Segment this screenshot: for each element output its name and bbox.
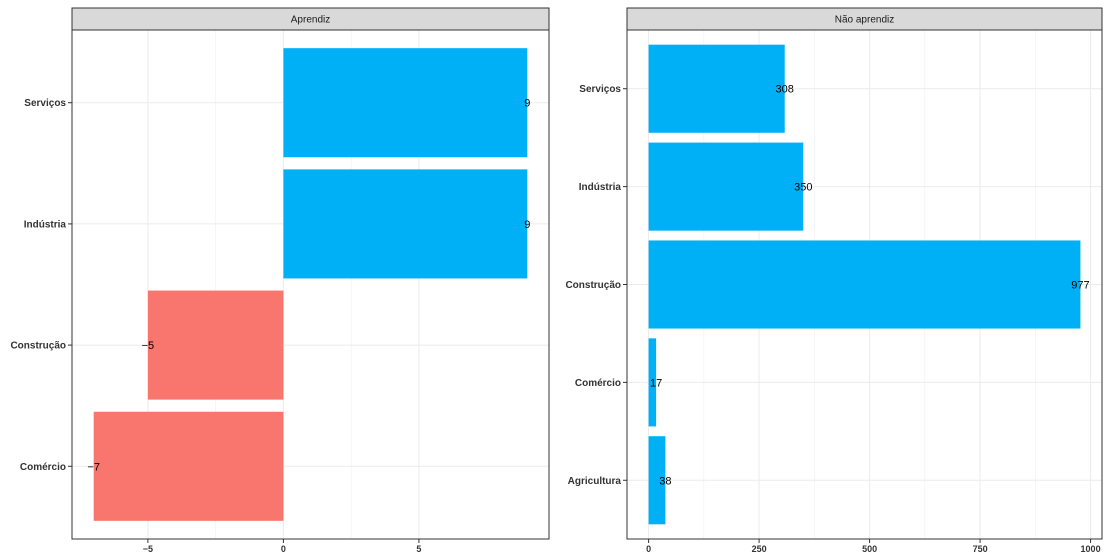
bar-construcao bbox=[648, 240, 1081, 329]
category-label-comercio: Comércio bbox=[20, 462, 66, 473]
category-label-construcao: Construção bbox=[565, 280, 621, 291]
x-tick-label: 250 bbox=[752, 544, 767, 554]
category-label-industria: Indústria bbox=[579, 182, 622, 193]
bar-comercio bbox=[93, 411, 284, 521]
x-tick-label: 0 bbox=[646, 544, 651, 554]
facet-title: Não aprendiz bbox=[835, 15, 894, 26]
data-label-industria: 350 bbox=[794, 182, 812, 194]
bar-construcao bbox=[147, 290, 284, 400]
panel-aprendiz: Aprendiz 9 9 −5 −7 Serviços Indústria Construçã… bbox=[10, 7, 550, 554]
x-tick-label: −5 bbox=[143, 544, 153, 554]
x-tick-label: 0 bbox=[281, 544, 286, 554]
data-label-construcao: 977 bbox=[1071, 280, 1089, 292]
x-tick-label: 500 bbox=[862, 544, 877, 554]
panel-nao-aprendiz: Não aprendiz 308 350 977 17 38 Serviços Indústr… bbox=[565, 7, 1103, 554]
x-tick-label: 5 bbox=[416, 544, 421, 554]
data-label-comercio: −7 bbox=[87, 461, 100, 473]
panel-border bbox=[71, 29, 550, 540]
bar-industria bbox=[648, 142, 804, 231]
facet-title: Aprendiz bbox=[291, 15, 330, 26]
category-label-construcao: Construção bbox=[10, 341, 66, 352]
bar-servicos bbox=[283, 48, 528, 158]
bar-industria bbox=[283, 169, 528, 279]
data-label-servicos: 9 bbox=[524, 98, 530, 110]
data-label-industria: 9 bbox=[524, 219, 530, 231]
bar-agricultura bbox=[648, 436, 666, 525]
bar-servicos bbox=[648, 44, 785, 133]
data-label-comercio: 17 bbox=[650, 377, 662, 389]
category-label-servicos: Serviços bbox=[24, 98, 66, 109]
category-label-comercio: Comércio bbox=[575, 378, 621, 389]
bar-comercio bbox=[648, 338, 657, 427]
x-tick-label: 1000 bbox=[1081, 544, 1101, 554]
data-label-servicos: 308 bbox=[776, 84, 794, 96]
data-label-construcao: −5 bbox=[142, 340, 155, 352]
x-tick-label: 750 bbox=[973, 544, 988, 554]
category-label-agricultura: Agricultura bbox=[568, 476, 622, 487]
category-label-servicos: Serviços bbox=[579, 84, 621, 95]
data-label-agricultura: 38 bbox=[659, 475, 671, 487]
category-label-industria: Indústria bbox=[24, 219, 67, 230]
